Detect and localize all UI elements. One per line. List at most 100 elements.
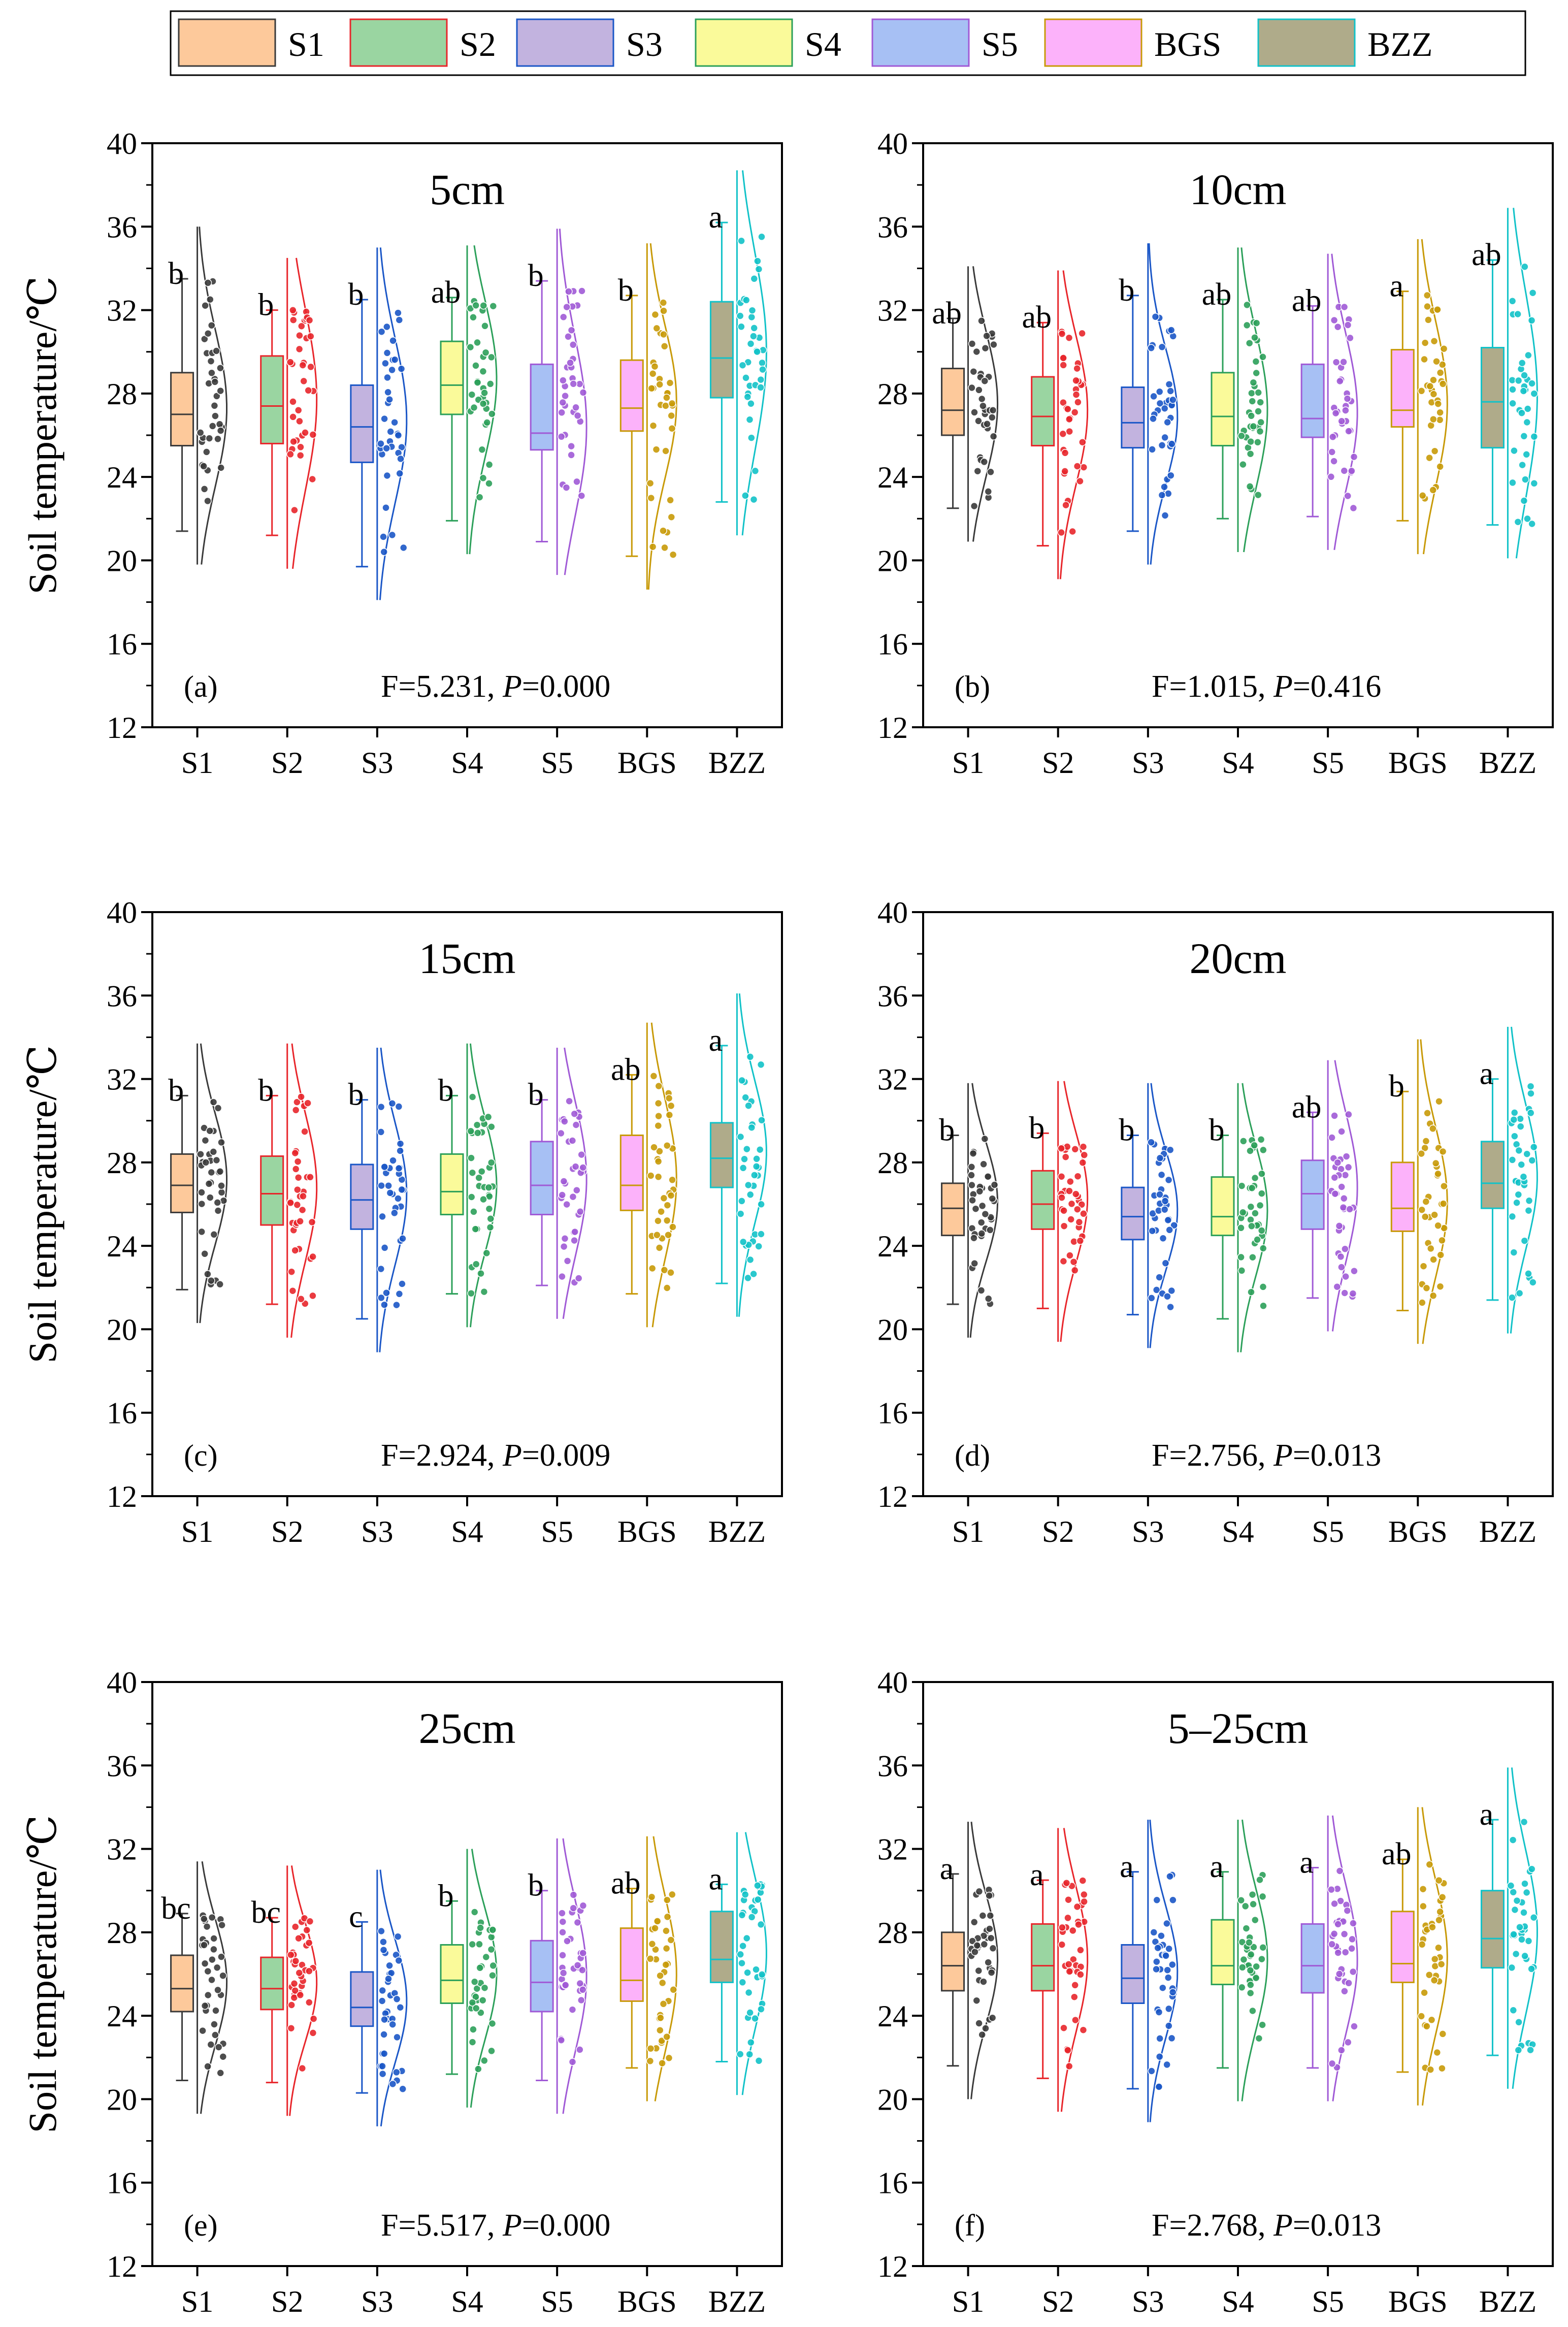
data-point bbox=[755, 2057, 763, 2065]
data-point bbox=[1334, 1920, 1342, 1928]
data-point bbox=[380, 1244, 389, 1252]
iqr-box bbox=[1031, 376, 1055, 447]
data-point bbox=[970, 1259, 978, 1268]
legend-item-s3: S3 bbox=[516, 18, 663, 67]
data-point bbox=[217, 1188, 226, 1197]
data-point bbox=[573, 411, 582, 420]
data-point bbox=[1058, 1923, 1066, 1932]
data-point bbox=[669, 551, 677, 559]
iqr-box bbox=[1300, 1159, 1325, 1230]
significance-letter: b bbox=[1119, 1113, 1134, 1147]
significance-letter: ab bbox=[1292, 1090, 1322, 1124]
data-point bbox=[480, 1984, 489, 1992]
data-point bbox=[198, 1227, 206, 1236]
data-point bbox=[1418, 1299, 1426, 1307]
data-point bbox=[386, 1189, 395, 1197]
data-point bbox=[968, 1196, 976, 1205]
iqr-box bbox=[709, 301, 734, 399]
data-point bbox=[1342, 1152, 1351, 1160]
data-point bbox=[482, 1249, 491, 1257]
data-point bbox=[1422, 1198, 1430, 1206]
data-point bbox=[757, 1060, 765, 1069]
data-point bbox=[749, 332, 758, 340]
data-point bbox=[744, 1102, 753, 1110]
significance-letter: ab bbox=[431, 275, 461, 310]
data-point bbox=[1166, 1872, 1174, 1881]
data-point bbox=[204, 2062, 212, 2071]
stat-text: F=5.231, P=0.000 bbox=[381, 669, 610, 704]
stat-text: F=2.768, P=0.013 bbox=[1152, 2208, 1381, 2243]
data-point bbox=[660, 330, 668, 339]
data-point bbox=[650, 1143, 658, 1151]
data-point bbox=[1167, 1286, 1176, 1295]
data-point bbox=[1434, 1170, 1442, 1178]
data-point bbox=[1520, 1909, 1528, 1917]
data-point bbox=[377, 1265, 385, 1273]
data-point bbox=[396, 469, 404, 478]
legend-swatch bbox=[1257, 18, 1356, 67]
data-point bbox=[207, 2041, 215, 2049]
data-point bbox=[1058, 1193, 1066, 1202]
x-tick-label: S1 bbox=[181, 1515, 213, 1548]
data-point bbox=[203, 448, 211, 456]
data-point bbox=[754, 1895, 762, 1904]
data-point bbox=[1508, 297, 1517, 305]
data-point bbox=[1528, 379, 1536, 387]
data-point bbox=[654, 1217, 662, 1225]
data-point bbox=[390, 418, 399, 427]
data-point bbox=[566, 359, 574, 367]
data-point bbox=[1522, 450, 1530, 459]
box-s2: ab bbox=[1022, 270, 1089, 579]
data-point bbox=[1327, 1885, 1335, 1894]
significance-letter: a bbox=[1210, 1850, 1224, 1884]
data-point bbox=[380, 2049, 388, 2058]
data-point bbox=[208, 1976, 216, 1984]
data-point bbox=[559, 376, 567, 384]
data-point bbox=[1072, 391, 1081, 399]
data-point bbox=[296, 1991, 305, 1999]
data-point bbox=[969, 1149, 977, 1157]
data-point bbox=[1429, 1255, 1438, 1264]
data-point bbox=[988, 2014, 997, 2022]
data-point bbox=[210, 2020, 218, 2028]
data-point bbox=[293, 1185, 302, 1194]
data-point bbox=[289, 413, 297, 421]
data-point bbox=[380, 1162, 388, 1171]
data-point bbox=[743, 1145, 751, 1153]
data-point bbox=[483, 418, 491, 427]
legend-label: S5 bbox=[982, 25, 1018, 63]
x-tick-label: S4 bbox=[1222, 1515, 1254, 1548]
iqr-box bbox=[260, 1155, 284, 1226]
x-tick-label: S2 bbox=[271, 2285, 303, 2318]
panel-b: 12 16 20 24 28 32 36 40 10cm (b) F=1.015, P=0.416 a… bbox=[877, 127, 1554, 780]
data-point bbox=[207, 1276, 215, 1285]
significance-letter: a bbox=[1030, 1858, 1044, 1892]
data-point bbox=[742, 374, 750, 382]
data-point bbox=[291, 1165, 300, 1173]
data-point bbox=[1513, 1896, 1521, 1905]
data-point bbox=[658, 2037, 666, 2045]
data-point bbox=[388, 1099, 397, 1108]
data-point bbox=[975, 2019, 983, 2027]
data-point bbox=[1071, 2016, 1080, 2024]
legend-swatch bbox=[1044, 18, 1142, 67]
data-point bbox=[216, 427, 225, 435]
data-point bbox=[752, 1965, 760, 1974]
data-point bbox=[397, 455, 405, 463]
data-point bbox=[557, 2036, 566, 2044]
panel-title: 10cm bbox=[1189, 165, 1286, 214]
data-point bbox=[1527, 1089, 1535, 1097]
violin-curve bbox=[1510, 1026, 1538, 1334]
data-point bbox=[479, 301, 487, 310]
data-point bbox=[394, 309, 402, 317]
violin-curve bbox=[1241, 1819, 1268, 2102]
data-point bbox=[1168, 1988, 1177, 1996]
data-point bbox=[204, 1270, 212, 1278]
data-point bbox=[736, 2050, 744, 2058]
data-point bbox=[1517, 1160, 1525, 1169]
violin-curve bbox=[738, 993, 767, 1317]
data-point bbox=[1243, 321, 1251, 330]
data-point bbox=[393, 1995, 401, 2003]
data-point bbox=[1151, 312, 1160, 321]
data-point bbox=[298, 1206, 307, 1214]
